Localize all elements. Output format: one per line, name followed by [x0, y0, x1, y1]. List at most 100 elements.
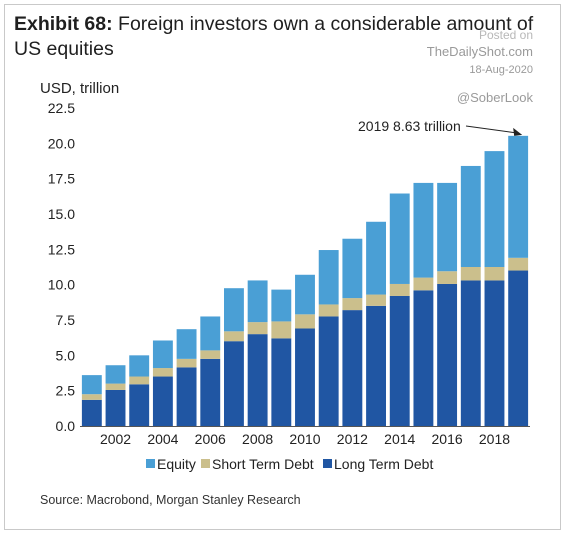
watermark-posted: Posted on	[478, 28, 533, 42]
bar-segment-short-term-debt	[342, 298, 363, 311]
bar-segment-short-term-debt	[247, 322, 268, 335]
bar-segment-equity	[413, 182, 434, 278]
bar-segment-short-term-debt	[389, 283, 410, 296]
bar-segment-equity	[105, 365, 126, 384]
bar-segment-equity	[295, 274, 315, 315]
bar-segment-equity	[508, 135, 529, 258]
bar-segment-short-term-debt	[318, 304, 339, 317]
watermark-date: 18-Aug-2020	[469, 64, 533, 76]
bar-segment-equity	[460, 165, 481, 267]
bar-segment-equity	[247, 280, 268, 323]
bar-segment-long-term-debt	[295, 328, 315, 426]
x-tick-label: 2014	[384, 431, 415, 447]
bar-segment-long-term-debt	[224, 341, 244, 426]
y-axis-ticks: 0.0 2.5 5.0 7.5 10.0 12.5 15.0 17.5 20.0 22.5	[48, 100, 75, 434]
bar-segment-equity	[176, 329, 197, 359]
chart-legend: Equity Short Term Debt Long Term Debt	[146, 456, 433, 472]
watermark-handle: @SoberLook	[456, 90, 533, 105]
bar-segment-long-term-debt	[200, 358, 221, 426]
bar-segment-short-term-debt	[271, 321, 292, 339]
x-tick-label: 2016	[432, 431, 463, 447]
bar-segment-long-term-debt	[508, 270, 529, 426]
bar-segment-short-term-debt	[176, 358, 197, 368]
legend-label: Equity	[157, 456, 196, 472]
y-tick-label: 20.0	[48, 135, 75, 151]
value-annotation: 2019 8.63 trillion	[358, 118, 523, 136]
bar-segment-equity	[81, 375, 102, 395]
exhibit-title: Foreign investors own a considerable amo…	[14, 13, 534, 60]
x-tick-label: 2006	[195, 431, 226, 447]
bar-segment-long-term-debt	[247, 334, 268, 426]
annotation-arrow-head	[513, 127, 523, 136]
bar-segment-equity	[129, 355, 150, 377]
source-note: Source: Macrobond, Morgan Stanley Resear…	[40, 493, 301, 507]
bar-segment-long-term-debt	[81, 399, 102, 426]
y-tick-label: 15.0	[48, 206, 75, 222]
bar-segment-short-term-debt	[366, 294, 386, 306]
bar-segment-equity	[342, 238, 363, 299]
x-tick-label: 2018	[479, 431, 510, 447]
bar-segment-long-term-debt	[366, 305, 386, 426]
annotation-arrow-line	[465, 125, 517, 134]
bar-segment-short-term-debt	[460, 267, 481, 281]
bar-segment-short-term-debt	[105, 383, 126, 390]
x-tick-label: 2004	[147, 431, 178, 447]
chart-title: Exhibit 68: Foreign investors own a cons…	[14, 12, 554, 62]
x-tick-label: 2008	[242, 431, 273, 447]
bar-segment-short-term-debt	[152, 368, 173, 377]
y-tick-label: 17.5	[48, 171, 75, 187]
x-tick-label: 2010	[289, 431, 320, 447]
bar-segment-long-term-debt	[342, 310, 363, 426]
bar-segment-short-term-debt	[224, 331, 244, 342]
x-tick-label: 2012	[337, 431, 368, 447]
bar-segment-equity	[200, 316, 221, 351]
exhibit-number: Exhibit 68:	[14, 13, 113, 35]
bar-segment-equity	[389, 193, 410, 284]
y-tick-label: 10.0	[48, 277, 75, 293]
bar-segment-short-term-debt	[484, 267, 505, 281]
bar-segment-equity	[437, 182, 458, 272]
bar-segment-long-term-debt	[318, 316, 339, 426]
bar-segment-long-term-debt	[105, 389, 126, 426]
bar-segment-equity	[271, 289, 292, 322]
y-tick-label: 2.5	[56, 383, 76, 399]
bar-segment-long-term-debt	[460, 280, 481, 426]
bar-segment-equity	[366, 221, 386, 295]
bar-segment-long-term-debt	[437, 283, 458, 426]
legend-label: Short Term Debt	[212, 456, 314, 472]
bar-segment-long-term-debt	[129, 384, 150, 426]
bar-segment-short-term-debt	[200, 350, 221, 359]
bar-segment-short-term-debt	[295, 314, 315, 329]
y-tick-label: 7.5	[56, 312, 76, 328]
bar-segment-long-term-debt	[413, 290, 434, 426]
legend-swatch	[323, 459, 332, 468]
bar-segment-short-term-debt	[81, 394, 102, 400]
bar-segment-equity	[318, 250, 339, 305]
legend-swatch	[201, 459, 210, 468]
x-tick-label: 2002	[100, 431, 131, 447]
bar-segment-short-term-debt	[437, 271, 458, 284]
bar-segment-short-term-debt	[508, 257, 529, 271]
y-tick-label: 0.0	[56, 418, 76, 434]
bar-stacks	[81, 135, 529, 426]
bar-segment-long-term-debt	[152, 376, 173, 426]
y-tick-label: 12.5	[48, 241, 75, 257]
y-tick-label: 22.5	[48, 100, 75, 116]
bar-segment-long-term-debt	[176, 367, 197, 426]
y-axis-unit-label: USD, trillion	[40, 80, 120, 97]
bar-segment-long-term-debt	[484, 280, 505, 426]
x-axis-ticks: 2002 2004 2006 2008 2010 2012 2014 2016 2018	[100, 431, 510, 447]
bar-segment-short-term-debt	[129, 376, 150, 385]
legend-swatch	[146, 459, 155, 468]
bar-segment-equity	[224, 288, 244, 332]
bar-segment-short-term-debt	[413, 277, 434, 291]
watermark-site: TheDailyShot.com	[426, 44, 533, 59]
bar-segment-equity	[152, 340, 173, 369]
bar-segment-long-term-debt	[271, 338, 292, 426]
annotation-label: 2019 8.63 trillion	[358, 118, 461, 134]
bar-segment-long-term-debt	[389, 295, 410, 426]
y-tick-label: 5.0	[56, 347, 76, 363]
legend-label: Long Term Debt	[334, 456, 433, 472]
bar-segment-equity	[484, 151, 505, 267]
